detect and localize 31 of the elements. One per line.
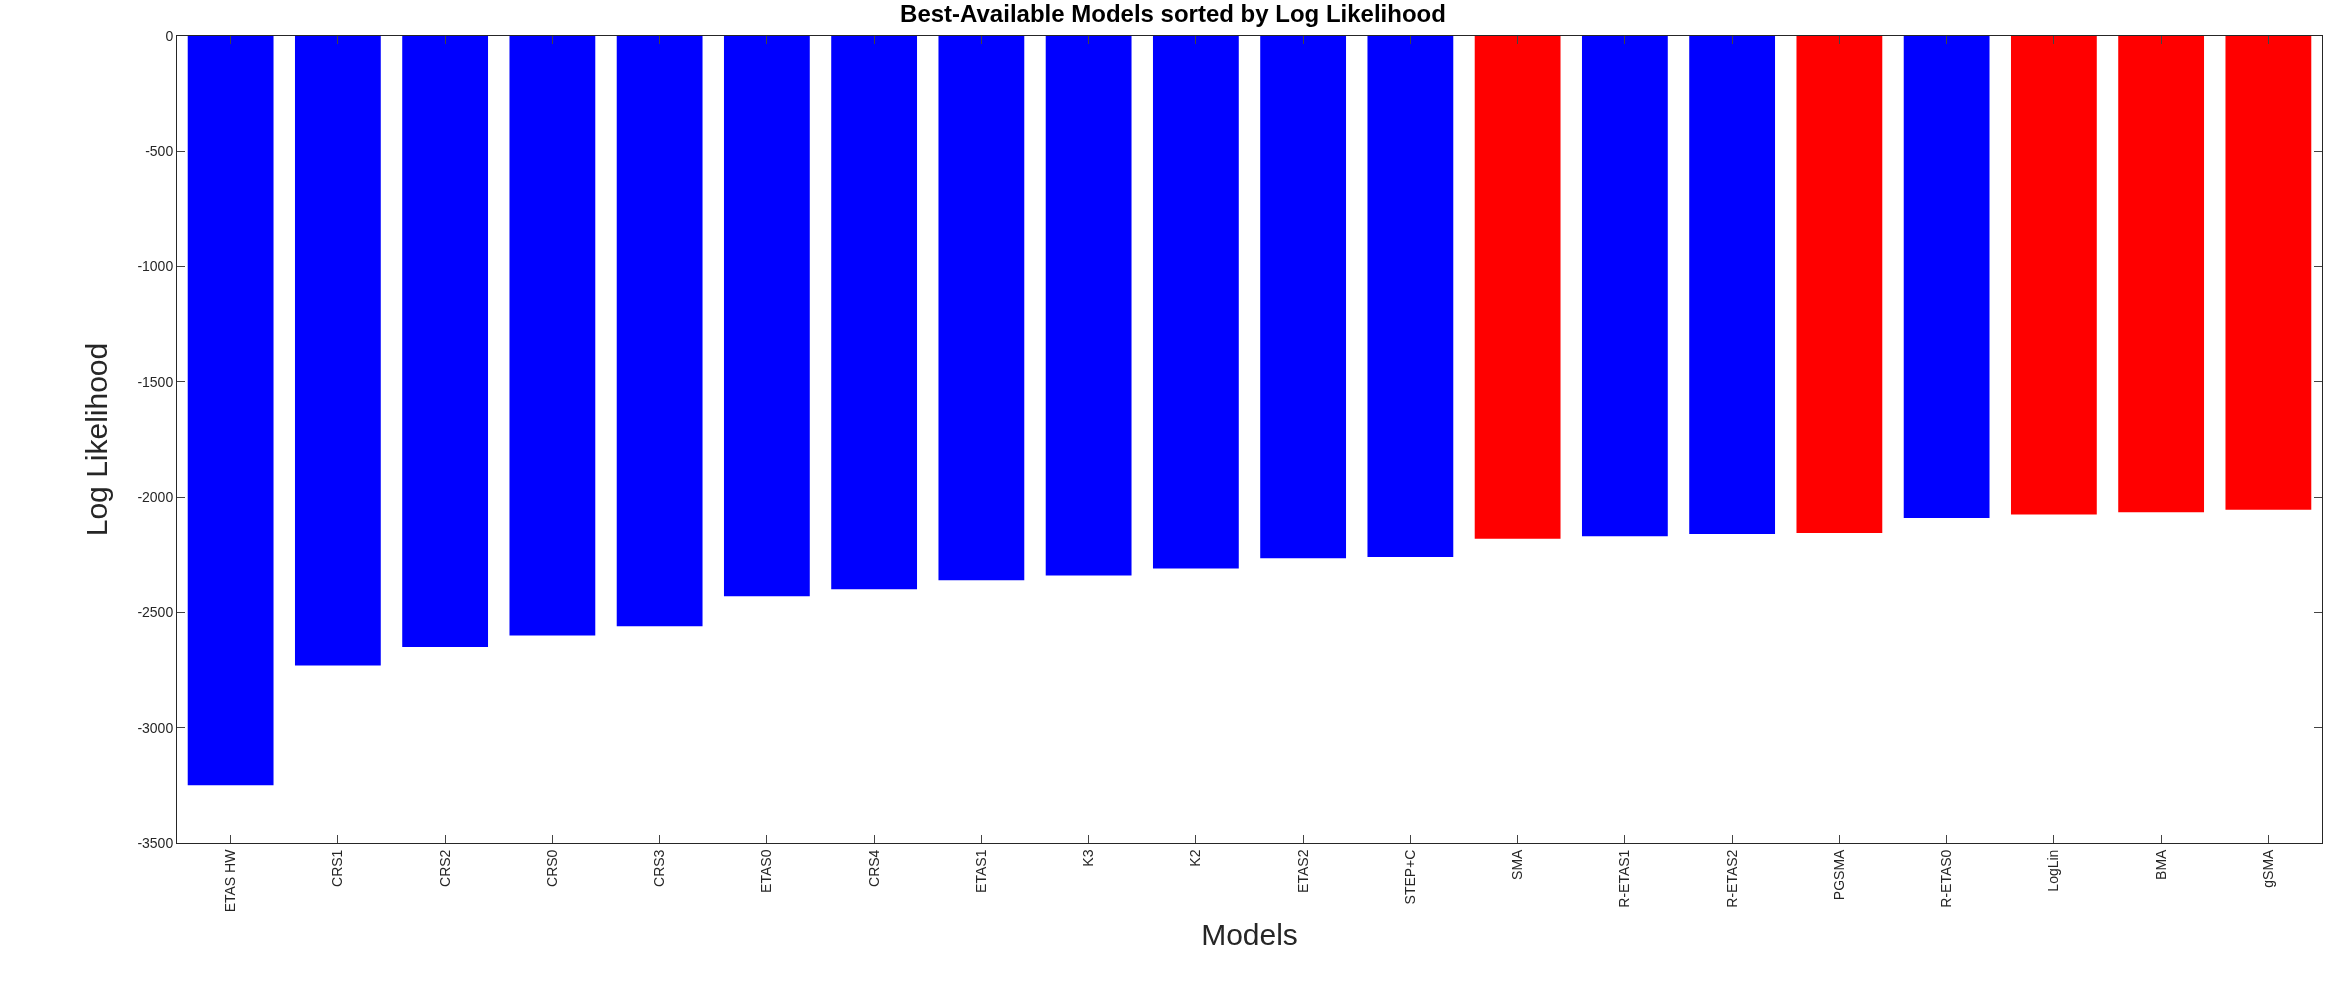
x-tick-label: K3 xyxy=(1080,849,1097,867)
x-tick-label: CRS0 xyxy=(543,849,560,887)
y-tick-label: -2000 xyxy=(137,489,174,506)
x-tick-label: STEP+C xyxy=(1401,849,1418,905)
x-tick-label: ETAS1 xyxy=(972,849,989,893)
y-tick-label: -500 xyxy=(145,143,174,160)
x-tick-label: CRS3 xyxy=(651,849,668,887)
x-tick-label: R-ETAS0 xyxy=(1938,849,1955,908)
x-tick-label: PGSMA xyxy=(1830,848,1847,901)
x-tick-label: CRS4 xyxy=(865,849,882,887)
x-tick-label: K2 xyxy=(1187,849,1204,867)
x-tick-label: ETAS HW xyxy=(222,848,239,913)
x-tick-label: CRS2 xyxy=(436,849,453,887)
x-tick-label: gSMA xyxy=(2259,848,2276,888)
y-tick-label: -3500 xyxy=(137,834,174,851)
x-tick-label: ETAS2 xyxy=(1294,849,1311,893)
x-tick-label: BMA xyxy=(2152,848,2169,880)
x-tick-label: SMA xyxy=(1509,848,1526,880)
y-tick-label: -1000 xyxy=(137,258,174,275)
x-tick-label: ETAS0 xyxy=(758,849,775,893)
y-axis-title: Log Likelihood xyxy=(80,342,114,537)
x-tick-label: LogLin xyxy=(2045,849,2062,892)
x-tick-label: R-ETAS2 xyxy=(1723,849,1740,908)
y-tick-label: -1500 xyxy=(137,373,174,390)
x-axis-title: Models xyxy=(1201,917,1298,951)
y-tick-label: -3000 xyxy=(137,719,174,736)
chart-title: Best-Available Models sorted by Log Likelihood xyxy=(900,0,1446,27)
x-tick-label: CRS1 xyxy=(329,849,346,887)
y-tick-label: -2500 xyxy=(137,604,174,621)
x-tick-label: R-ETAS1 xyxy=(1616,849,1633,908)
y-tick-label: 0 xyxy=(165,27,174,44)
